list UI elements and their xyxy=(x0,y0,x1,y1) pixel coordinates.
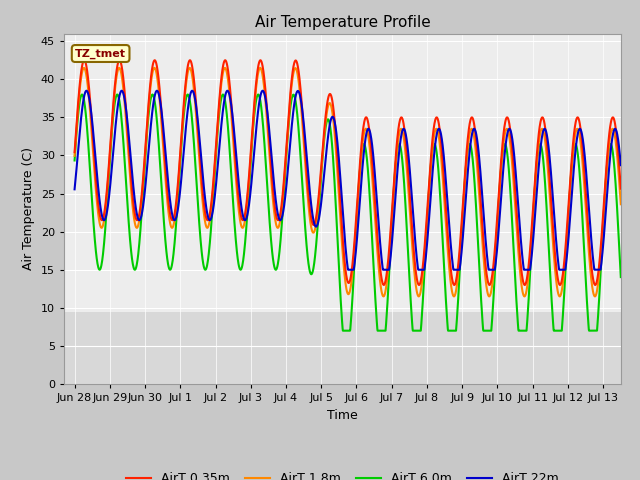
AirT 1.8m xyxy=(337,217,344,223)
AirT 22m xyxy=(99,215,106,220)
AirT 0.35m xyxy=(257,58,264,63)
AirT 0.35m xyxy=(322,110,330,116)
AirT 22m xyxy=(259,88,266,94)
AirT 22m xyxy=(337,177,344,182)
AirT 6.0m xyxy=(71,157,79,163)
AirT 1.8m xyxy=(501,131,509,136)
AirT 6.0m xyxy=(617,274,625,280)
Line: AirT 0.35m: AirT 0.35m xyxy=(75,60,621,285)
AirT 6.0m xyxy=(184,92,191,97)
AirT 22m xyxy=(501,146,509,152)
Line: AirT 22m: AirT 22m xyxy=(75,91,621,270)
AirT 1.8m xyxy=(322,116,330,122)
AirT 6.0m xyxy=(99,256,106,262)
AirT 0.35m xyxy=(71,149,79,155)
Title: Air Temperature Profile: Air Temperature Profile xyxy=(255,15,430,30)
AirT 6.0m xyxy=(501,142,509,147)
AirT 6.0m xyxy=(322,122,330,128)
AirT 22m xyxy=(602,216,609,222)
Text: TZ_tmet: TZ_tmet xyxy=(75,48,126,59)
AirT 1.8m xyxy=(71,153,79,159)
Legend: AirT 0.35m, AirT 1.8m, AirT 6.0m, AirT 22m: AirT 0.35m, AirT 1.8m, AirT 6.0m, AirT 2… xyxy=(121,467,564,480)
AirT 1.8m xyxy=(602,184,609,190)
Y-axis label: Air Temperature (C): Air Temperature (C) xyxy=(22,147,35,270)
AirT 1.8m xyxy=(591,293,598,299)
AirT 0.35m xyxy=(617,186,625,192)
AirT 22m xyxy=(322,153,330,158)
AirT 22m xyxy=(617,162,625,168)
AirT 22m xyxy=(602,213,609,218)
AirT 1.8m xyxy=(617,202,625,207)
AirT 0.35m xyxy=(591,282,599,288)
AirT 1.8m xyxy=(256,65,264,71)
AirT 0.35m xyxy=(602,177,609,182)
AirT 0.35m xyxy=(602,180,609,186)
AirT 6.0m xyxy=(602,186,609,192)
AirT 1.8m xyxy=(99,224,106,230)
AirT 22m xyxy=(71,186,79,192)
AirT 1.8m xyxy=(602,188,609,193)
AirT 6.0m xyxy=(602,182,609,188)
Line: AirT 6.0m: AirT 6.0m xyxy=(75,95,621,331)
Bar xyxy=(64,34,621,312)
AirT 0.35m xyxy=(337,202,344,208)
AirT 0.35m xyxy=(501,120,509,126)
X-axis label: Time: Time xyxy=(327,408,358,421)
AirT 22m xyxy=(344,267,352,273)
Line: AirT 1.8m: AirT 1.8m xyxy=(75,68,621,296)
AirT 0.35m xyxy=(99,217,106,223)
AirT 6.0m xyxy=(337,293,344,299)
AirT 6.0m xyxy=(339,328,347,334)
